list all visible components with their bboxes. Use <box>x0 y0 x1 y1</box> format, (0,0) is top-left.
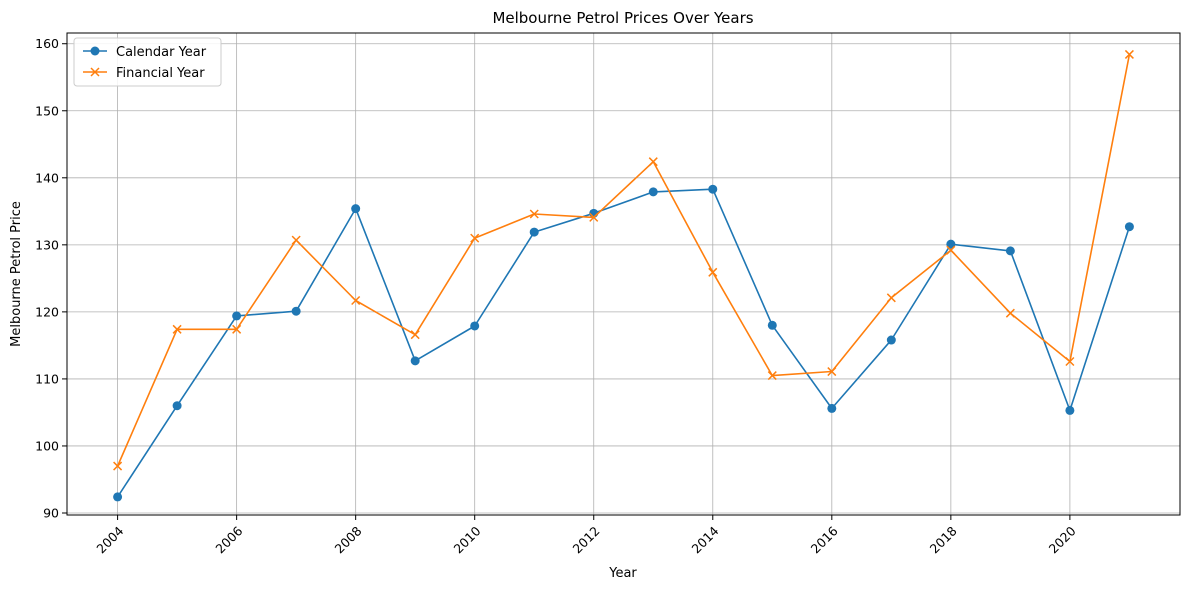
data-point-financial-year <box>827 367 837 377</box>
x-tick-label: 2006 <box>212 523 245 556</box>
data-point-financial-year <box>113 461 123 471</box>
data-point-financial-year <box>767 371 777 381</box>
data-point-financial-year <box>529 209 539 219</box>
data-point-calendar-year <box>351 204 361 214</box>
data-point-financial-year <box>1005 308 1015 318</box>
data-point-financial-year <box>708 267 718 277</box>
data-point-calendar-year <box>1065 405 1075 415</box>
plot-frame <box>66 32 1181 516</box>
data-point-financial-year <box>291 235 301 245</box>
x-tick-label: 2008 <box>331 523 364 556</box>
x-axis-ticks: 2004 2006 2008 2010 2012 2014 2016 2018 2020 <box>93 515 1079 556</box>
x-tick-label: 2018 <box>927 523 960 556</box>
data-point-financial-year <box>410 330 420 340</box>
legend-marker-calendar <box>90 46 100 56</box>
y-tick-label: 120 <box>35 304 59 319</box>
data-point-calendar-year <box>410 356 420 366</box>
data-point-calendar-year <box>232 311 242 321</box>
y-axis-label: Melbourne Petrol Price <box>9 201 24 347</box>
legend: Calendar Year Financial Year <box>73 37 222 87</box>
chart-title: Melbourne Petrol Prices Over Years <box>492 9 753 27</box>
x-tick-label: 2010 <box>451 523 484 556</box>
data-point-financial-year <box>589 212 599 222</box>
data-point-calendar-year <box>470 321 480 331</box>
data-point-calendar-year <box>1124 222 1134 232</box>
data-point-calendar-year <box>886 335 896 345</box>
data-point-calendar-year <box>113 492 123 502</box>
x-tick-label: 2012 <box>570 523 603 556</box>
legend-label-calendar: Calendar Year <box>116 45 207 60</box>
data-point-calendar-year <box>1005 246 1015 256</box>
data-point-calendar-year <box>291 306 301 316</box>
series-line-calendar-year <box>116 188 1131 498</box>
y-tick-label: 160 <box>35 36 59 51</box>
legend-label-financial: Financial Year <box>116 66 205 81</box>
data-point-financial-year <box>172 324 182 334</box>
data-point-calendar-year <box>648 187 658 197</box>
y-tick-label: 100 <box>35 438 59 453</box>
data-point-calendar-year <box>946 239 956 249</box>
x-tick-label: 2020 <box>1046 523 1079 556</box>
x-tick-label: 2004 <box>93 523 126 556</box>
data-point-financial-year <box>946 245 956 255</box>
data-point-financial-year <box>886 293 896 303</box>
data-point-calendar-year <box>767 320 777 330</box>
y-axis-ticks: 90 100 110 120 130 140 150 160 <box>35 36 67 520</box>
x-tick-label: 2014 <box>689 523 722 556</box>
y-tick-label: 110 <box>35 371 59 386</box>
data-point-calendar-year <box>708 184 718 194</box>
legend-box <box>73 37 222 87</box>
x-tick-label: 2016 <box>808 523 841 556</box>
data-point-calendar-year <box>529 227 539 237</box>
data-point-financial-year <box>470 233 480 243</box>
data-point-financial-year <box>1124 49 1134 59</box>
data-point-financial-year <box>648 157 658 167</box>
series-line-financial-year <box>116 54 1131 467</box>
y-tick-label: 150 <box>35 103 59 118</box>
y-tick-label: 130 <box>35 237 59 252</box>
data-point-calendar-year <box>827 403 837 413</box>
y-tick-label: 140 <box>35 170 59 185</box>
data-point-calendar-year <box>172 401 182 411</box>
grid-lines <box>67 33 1180 515</box>
data-point-financial-year <box>351 295 361 306</box>
x-axis-label: Year <box>608 566 637 581</box>
data-point-financial-year <box>232 324 242 334</box>
series-layer <box>113 49 1134 502</box>
data-point-financial-year <box>1065 356 1075 367</box>
legend-marker-financial <box>90 67 100 77</box>
y-tick-label: 90 <box>43 505 59 520</box>
